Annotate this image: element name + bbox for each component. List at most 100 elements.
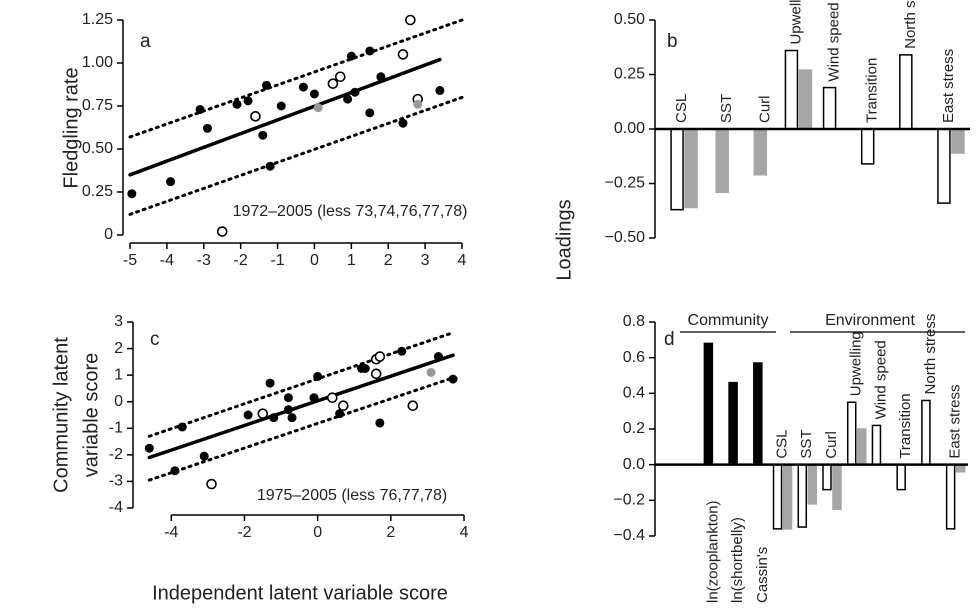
point <box>166 177 176 187</box>
point <box>350 87 360 97</box>
y-tick-label: 0.50 <box>614 11 645 28</box>
category-label: SST <box>718 94 735 123</box>
category-label: Transition <box>864 58 881 123</box>
fit-line <box>147 353 455 460</box>
bar <box>753 128 768 176</box>
category-label: Curl <box>756 95 773 123</box>
panel-letter: d <box>664 329 675 350</box>
category-label: Curl <box>823 431 840 459</box>
bar <box>753 362 763 466</box>
point <box>265 378 275 388</box>
point <box>202 123 212 133</box>
bar <box>782 463 793 530</box>
bar <box>670 128 684 211</box>
point <box>370 368 382 380</box>
bar <box>921 399 931 466</box>
point <box>258 130 268 140</box>
category-label: Upwelling <box>848 331 865 396</box>
bar <box>899 54 913 130</box>
point <box>448 374 458 384</box>
x-tick-label: 2 <box>384 252 393 269</box>
x-tick-label: 0 <box>313 524 322 541</box>
y-tick-label: 1.00 <box>82 54 113 71</box>
point <box>405 14 416 26</box>
fit-line <box>147 331 455 438</box>
x-tick-label: -5 <box>123 252 137 269</box>
category-label: Cassin's <box>754 547 771 603</box>
point <box>433 352 443 362</box>
category-label: North stress <box>902 0 919 49</box>
point <box>374 351 386 362</box>
point <box>376 72 386 82</box>
fit-line <box>128 95 464 216</box>
y-tick-label: 0.6 <box>623 349 645 366</box>
bar <box>797 463 808 528</box>
category-label: Transition <box>897 393 914 458</box>
point <box>365 108 375 118</box>
panel-letter: c <box>150 329 160 350</box>
y-tick-label: 0.25 <box>82 183 113 200</box>
point <box>283 405 293 415</box>
point <box>283 393 293 403</box>
point <box>269 413 279 423</box>
bar <box>784 49 799 130</box>
point <box>313 103 323 113</box>
point <box>265 161 275 171</box>
point <box>360 364 370 373</box>
point <box>250 111 261 122</box>
point <box>298 82 308 92</box>
y-tick-label: 0.00 <box>614 120 645 137</box>
category-label: ln(shortbelly) <box>729 517 746 603</box>
x-tick-label: 4 <box>460 524 469 541</box>
bar <box>846 401 857 466</box>
y-axis-label: Community latent <box>50 337 72 493</box>
y-tick-label: 0.50 <box>82 140 113 157</box>
x-tick-label: -3 <box>197 252 211 269</box>
category-label: CSL <box>673 94 690 123</box>
point <box>375 418 385 428</box>
point <box>195 104 205 114</box>
y-tick-label: −0.4 <box>613 527 645 544</box>
point <box>327 78 339 89</box>
point <box>397 346 407 356</box>
category-label: SST <box>798 429 815 458</box>
point <box>334 71 346 83</box>
category-label: Upwelling <box>787 0 804 45</box>
x-axis-label: Independent latent variable score <box>152 582 448 604</box>
bar <box>832 463 842 510</box>
y-axis-label: variable score <box>80 353 102 478</box>
point <box>413 99 423 109</box>
point <box>177 422 187 432</box>
y-tick-label: 0.25 <box>614 66 645 83</box>
y-axis-label: Loadings <box>553 199 575 280</box>
x-tick-label: 0 <box>310 252 319 269</box>
y-tick-label: 0.2 <box>623 420 645 437</box>
point <box>435 86 445 96</box>
point <box>335 409 345 419</box>
point <box>407 400 419 412</box>
point <box>127 189 137 199</box>
category-label: East stress <box>947 384 964 458</box>
x-tick-label: 4 <box>458 252 467 269</box>
y-tick-label: 1.25 <box>82 11 113 28</box>
point <box>276 101 286 111</box>
y-tick-label: 0.8 <box>623 313 645 330</box>
point <box>346 51 356 61</box>
y-tick-label: 0 <box>114 393 123 410</box>
point <box>287 413 297 423</box>
fit-line <box>128 18 464 139</box>
y-tick-label: 0.0 <box>623 456 645 473</box>
y-tick-label: −0.25 <box>605 175 646 192</box>
point <box>398 118 408 128</box>
y-tick-label: 2 <box>114 340 123 357</box>
bar <box>937 128 951 204</box>
y-tick-label: -4 <box>109 499 123 516</box>
point <box>343 94 353 104</box>
point <box>309 393 319 403</box>
annotation: Environment <box>825 312 915 329</box>
bar <box>822 86 837 130</box>
x-tick-label: 1 <box>347 252 356 269</box>
bar <box>798 69 813 130</box>
x-tick-label: 2 <box>386 524 395 541</box>
